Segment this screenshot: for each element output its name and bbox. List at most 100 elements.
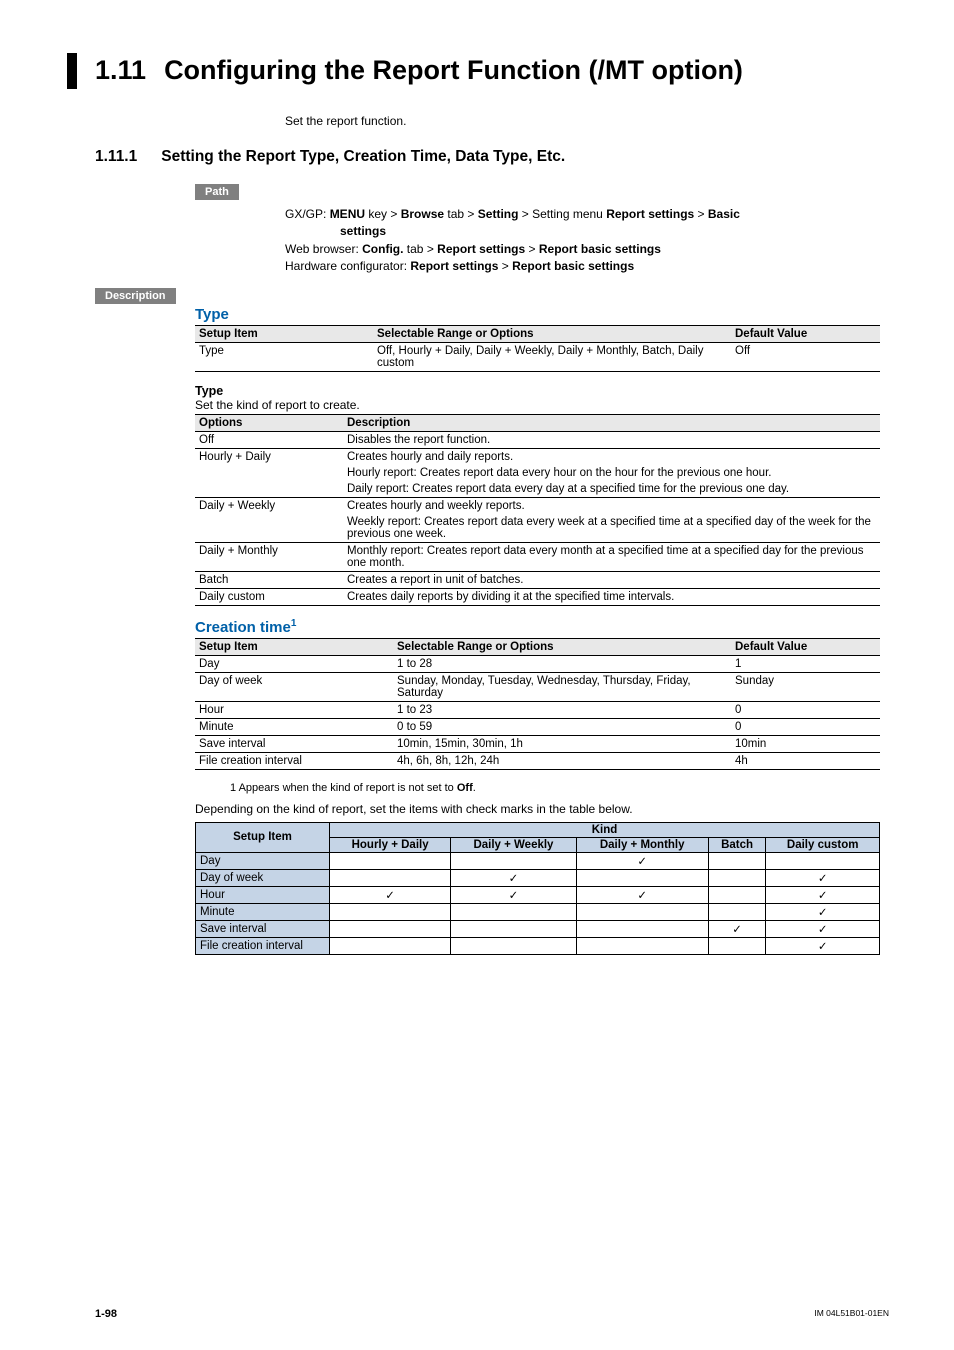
table-row: Weekly report: Creates report data every… bbox=[195, 514, 880, 543]
col-daily-monthly: Daily + Monthly bbox=[576, 837, 708, 852]
footnote: 1 Appears when the kind of report is not… bbox=[230, 782, 889, 794]
table-row: Day1 to 281 bbox=[195, 655, 880, 672]
table-row: Hourly report: Creates report data every… bbox=[195, 465, 880, 481]
cell bbox=[708, 903, 766, 920]
cell bbox=[330, 903, 451, 920]
cell-item: Hour bbox=[195, 701, 393, 718]
chapter-heading: 1.11 Configuring the Report Function (/MT… bbox=[95, 55, 889, 86]
cell-range: Sunday, Monday, Tuesday, Wednesday, Thur… bbox=[393, 672, 731, 701]
path-line-1b: settings bbox=[340, 223, 889, 240]
col-options-range: Selectable Range or Options bbox=[393, 638, 731, 655]
cell-rowhead: Minute bbox=[196, 903, 330, 920]
cell-opt: Off bbox=[195, 431, 343, 448]
cell bbox=[766, 852, 880, 869]
cell-range: 10min, 15min, 30min, 1h bbox=[393, 735, 731, 752]
cell-opt bbox=[195, 465, 343, 481]
cell-range: Off, Hourly + Daily, Daily + Weekly, Dai… bbox=[373, 342, 731, 371]
cell-default: 0 bbox=[731, 718, 880, 735]
table-row: Type Off, Hourly + Daily, Daily + Weekly… bbox=[195, 342, 880, 371]
col-kind: Kind bbox=[330, 822, 880, 837]
heading-title: Configuring the Report Function (/MT opt… bbox=[164, 55, 743, 85]
cell bbox=[708, 886, 766, 903]
cell-range: 4h, 6h, 8h, 12h, 24h bbox=[393, 752, 731, 769]
cell: ✓ bbox=[766, 869, 880, 886]
cell-default: 10min bbox=[731, 735, 880, 752]
cell bbox=[708, 937, 766, 954]
cell property bbox=[576, 903, 708, 920]
cell-opt: Hourly + Daily bbox=[195, 448, 343, 465]
cell-opt: Daily + Monthly bbox=[195, 542, 343, 571]
path-tag-row: Path bbox=[95, 184, 889, 200]
path-block: GX/GP: MENU key > Browse tab > Setting >… bbox=[285, 206, 889, 276]
text-bold: Report basic settings bbox=[512, 259, 634, 273]
cell bbox=[451, 937, 576, 954]
col-setup-item: Setup Item bbox=[196, 822, 330, 852]
cell: ✓ bbox=[330, 886, 451, 903]
col-hourly-daily: Hourly + Daily bbox=[330, 837, 451, 852]
cell bbox=[576, 937, 708, 954]
col-default: Default Value bbox=[731, 638, 880, 655]
path-line-2: Web browser: Config. tab > Report settin… bbox=[285, 241, 889, 258]
cell: ✓ bbox=[451, 886, 576, 903]
section-heading: 1.11.1Setting the Report Type, Creation … bbox=[95, 148, 889, 166]
cell-opt: Batch bbox=[195, 571, 343, 588]
type-para-head: Type bbox=[195, 384, 889, 398]
cell-item: File creation interval bbox=[195, 752, 393, 769]
text-bold: Report basic settings bbox=[539, 242, 661, 256]
cell-rowhead: Day of week bbox=[196, 869, 330, 886]
col-setup-item: Setup Item bbox=[195, 638, 393, 655]
col-batch: Batch bbox=[708, 837, 766, 852]
cell bbox=[451, 903, 576, 920]
cell-desc: Creates hourly and weekly reports. bbox=[343, 497, 880, 514]
path-line-3: Hardware configurator: Report settings >… bbox=[285, 258, 889, 275]
cell-desc: Weekly report: Creates report data every… bbox=[343, 514, 880, 543]
text-bold: Off bbox=[457, 782, 473, 794]
cell-desc: Creates daily reports by dividing it at … bbox=[343, 588, 880, 605]
table-row: Day of weekSunday, Monday, Tuesday, Wedn… bbox=[195, 672, 880, 701]
cell: ✓ bbox=[576, 886, 708, 903]
table-row: Save interval ✓ ✓ bbox=[196, 920, 880, 937]
type-heading: Type bbox=[195, 306, 889, 323]
heading-number: 1.11 bbox=[95, 55, 146, 86]
cell-opt: Daily + Weekly bbox=[195, 497, 343, 514]
cell-default: Off bbox=[731, 342, 880, 371]
creation-heading-sup: 1 bbox=[291, 618, 297, 629]
footer: 1-98 IM 04L51B01-01EN bbox=[95, 1308, 889, 1320]
kind-table: Setup Item Kind Hourly + Daily Daily + W… bbox=[195, 822, 880, 955]
section-title: Setting the Report Type, Creation Time, … bbox=[161, 148, 565, 165]
table-row: Minute ✓ bbox=[196, 903, 880, 920]
cell-item: Minute bbox=[195, 718, 393, 735]
text-bold: Basic bbox=[708, 207, 740, 221]
cell bbox=[330, 852, 451, 869]
col-setup-item: Setup Item bbox=[195, 325, 373, 342]
cell-opt bbox=[195, 514, 343, 543]
cell-range: 1 to 23 bbox=[393, 701, 731, 718]
path-tag: Path bbox=[195, 184, 239, 200]
cell-item: Day bbox=[195, 655, 393, 672]
col-description: Description bbox=[343, 414, 880, 431]
table-row: File creation interval4h, 6h, 8h, 12h, 2… bbox=[195, 752, 880, 769]
cell-desc: Creates a report in unit of batches. bbox=[343, 571, 880, 588]
table-row: Off Disables the report function. bbox=[195, 431, 880, 448]
cell-rowhead: Day bbox=[196, 852, 330, 869]
cell bbox=[330, 920, 451, 937]
cell-opt bbox=[195, 481, 343, 498]
text: Web browser: bbox=[285, 242, 362, 256]
text-bold: settings bbox=[340, 224, 386, 238]
table-row: Daily custom Creates daily reports by di… bbox=[195, 588, 880, 605]
text: key > bbox=[365, 207, 401, 221]
table-row: Batch Creates a report in unit of batche… bbox=[195, 571, 880, 588]
cell-default: 1 bbox=[731, 655, 880, 672]
type-options-table: Options Description Off Disables the rep… bbox=[195, 414, 880, 606]
cell bbox=[330, 937, 451, 954]
text: GX/GP: bbox=[285, 207, 330, 221]
table-row: Daily + Monthly Monthly report: Creates … bbox=[195, 542, 880, 571]
table-row: Daily + Weekly Creates hourly and weekly… bbox=[195, 497, 880, 514]
cell-item: Save interval bbox=[195, 735, 393, 752]
creation-heading-text: Creation time bbox=[195, 619, 291, 636]
cell: ✓ bbox=[766, 937, 880, 954]
text: > Setting menu bbox=[518, 207, 606, 221]
cell: ✓ bbox=[766, 903, 880, 920]
table-row: Minute0 to 590 bbox=[195, 718, 880, 735]
col-options: Options bbox=[195, 414, 343, 431]
